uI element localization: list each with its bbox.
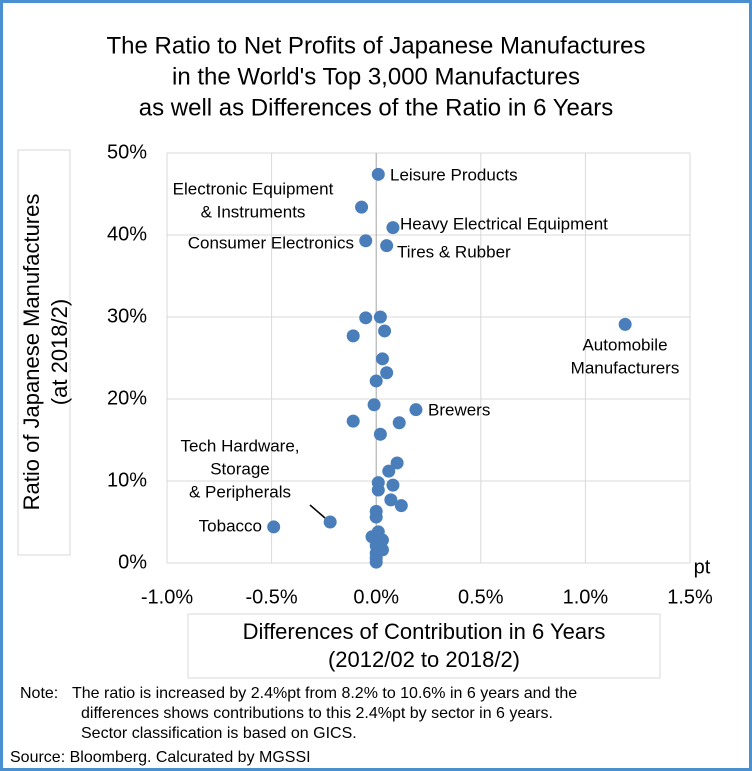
x-axis-title: (2012/02 to 2018/2) [328,647,520,672]
point [371,167,385,181]
x-label-box [187,613,661,679]
point [390,456,404,470]
x-axis-title: Differences of Contribution in 6 Years [243,619,606,644]
annotation: Consumer Electronics [188,233,354,252]
annotation: Manufacturers [571,358,680,377]
y-tick-label: 10% [107,469,147,491]
y-tick-label: 40% [107,223,147,245]
x-tick-label: 1.0% [563,586,609,608]
annotation: Storage [210,459,270,478]
point [384,493,398,507]
point [367,398,381,412]
x-unit: pt [694,556,711,578]
x-tick-label: -0.5% [245,586,297,608]
x-tick-label: 1.5% [667,586,713,608]
x-tick-label: -1.0% [141,586,193,608]
point [394,499,408,513]
point [382,464,396,478]
point [369,555,383,569]
point [355,200,369,214]
note: differences shows contributions to this … [81,705,553,722]
point [618,317,632,331]
point [267,520,281,534]
point [359,234,373,248]
point [386,478,400,492]
point [375,352,389,366]
chart-title: in the World's Top 3,000 Manufactures [172,63,580,90]
point [386,221,400,235]
y-axis-title: Ratio of Japanese Manufactures [19,194,44,511]
point [346,414,360,428]
y-tick-label: 20% [107,387,147,409]
y-tick-label: 30% [107,305,147,327]
x-tick-label: 0.0% [353,586,399,608]
annotation: Tech Hardware, [180,436,299,455]
annotation: Automobile [582,335,667,354]
point [373,427,387,441]
source: Source: Bloomberg. Calcurated by MGSSI [10,749,311,766]
chart-title: as well as Differences of the Ratio in 6… [139,94,614,121]
annotation: Heavy Electrical Equipment [400,214,608,233]
note-label: Note: [20,685,58,702]
annotation: Tires & Rubber [397,242,511,261]
note: Sector classification is based on GICS. [81,725,357,742]
note: The ratio is increased by 2.4%pt from 8.… [72,685,577,702]
y-tick-label: 0% [118,551,147,573]
annotation: & Instruments [201,202,306,221]
annotation: Leisure Products [390,165,518,184]
y-tick-label: 50% [107,141,147,163]
annotation: Tobacco [199,516,262,535]
point [380,239,394,253]
y-label-box [17,149,71,556]
point [323,515,337,529]
point [359,311,373,325]
annotation: & Peripherals [189,482,291,501]
point [369,374,383,388]
annotation: Brewers [428,400,490,419]
point [371,483,385,497]
annotation: Electronic Equipment [173,179,334,198]
point [409,403,423,417]
point [380,366,394,380]
x-tick-label: 0.5% [458,586,504,608]
point [373,310,387,324]
point [346,329,360,343]
leader-line [309,504,326,519]
y-axis-title: (at 2018/2) [47,299,72,405]
point [378,324,392,338]
point [369,510,383,524]
chart-title: The Ratio to Net Profits of Japanese Man… [107,32,646,59]
point [392,416,406,430]
